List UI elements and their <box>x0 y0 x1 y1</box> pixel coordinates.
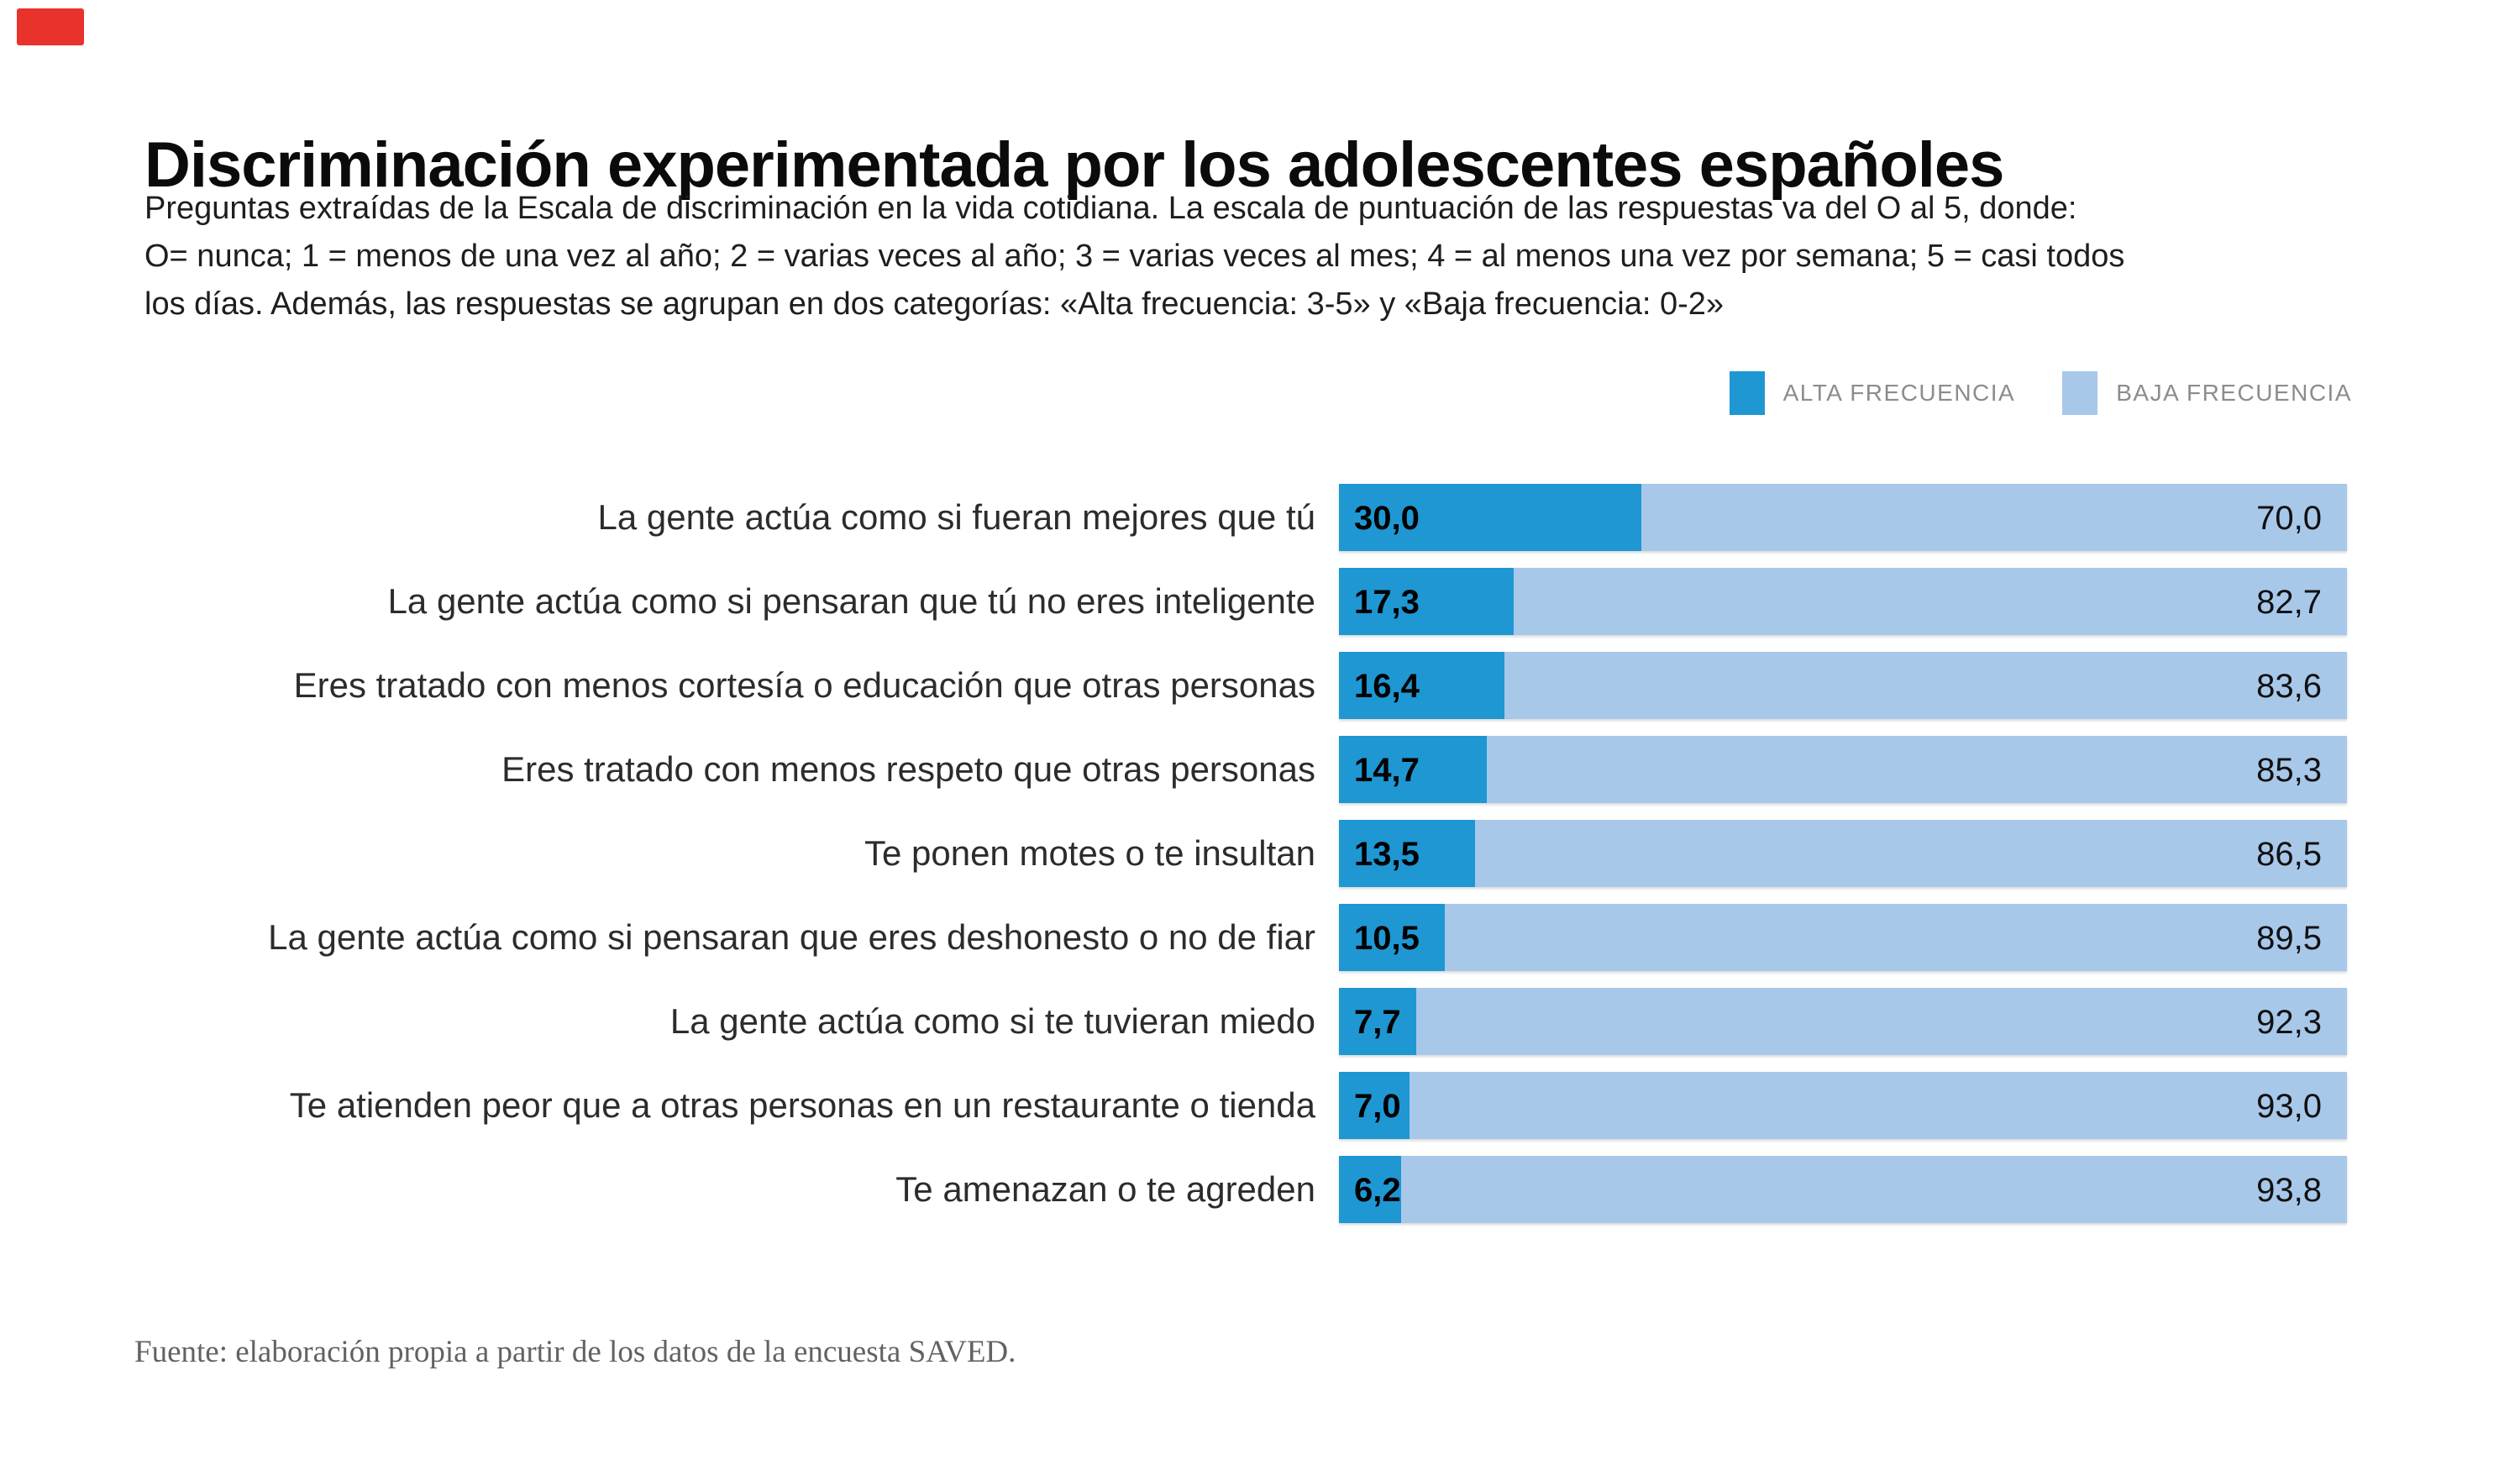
legend: ALTA FRECUENCIA BAJA FRECUENCIA <box>1729 371 2352 415</box>
bar-segment-high <box>1339 736 1488 803</box>
brand-mark <box>17 8 84 45</box>
legend-item-alta: ALTA FRECUENCIA <box>1729 371 2016 415</box>
subtitle-line: los días. Además, las respuestas se agru… <box>144 286 1724 322</box>
row-label: La gente actúa como si pensaran que eres… <box>268 917 1315 957</box>
value-label-high: 17,3 <box>1354 584 1420 621</box>
bar-segment-low <box>1445 904 2347 971</box>
value-label-low: 93,0 <box>2256 1088 2322 1125</box>
stacked-bar: 16,4 83,6 <box>1339 652 2347 719</box>
value-label-low: 82,7 <box>2256 584 2322 621</box>
bar-segment-high <box>1339 1072 1410 1139</box>
legend-swatch-alta <box>1729 371 1765 415</box>
subtitle-line: Preguntas extraídas de la Escala de disc… <box>144 191 2077 226</box>
value-label-high: 6,2 <box>1354 1172 1401 1209</box>
chart-row: La gente actúa como si pensaran que tú n… <box>0 568 2520 652</box>
bar-segment-low <box>1410 1072 2347 1139</box>
value-label-low: 93,8 <box>2256 1172 2322 1209</box>
value-label-high: 7,0 <box>1354 1088 1401 1125</box>
stacked-bar: 6,2 93,8 <box>1339 1156 2347 1223</box>
stacked-bar: 17,3 82,7 <box>1339 568 2347 635</box>
value-label-high: 13,5 <box>1354 836 1420 873</box>
value-label-high: 7,7 <box>1354 1004 1401 1041</box>
bar-segment-low <box>1416 988 2347 1055</box>
row-label: La gente actúa como si te tuvieran miedo <box>669 1001 1315 1041</box>
row-label: Te amenazan o te agreden <box>895 1169 1315 1209</box>
bar-segment-low <box>1475 820 2347 887</box>
value-label-low: 85,3 <box>2256 752 2322 789</box>
chart-row: Te amenazan o te agreden 6,2 93,8 <box>0 1156 2520 1240</box>
source-note: Fuente: elaboración propia a partir de l… <box>134 1335 1016 1369</box>
row-label: Te atienden peor que a otras personas en… <box>289 1085 1315 1125</box>
value-label-low: 83,6 <box>2256 668 2322 705</box>
legend-label-alta: ALTA FRECUENCIA <box>1782 380 2016 406</box>
chart-row: La gente actúa como si pensaran que eres… <box>0 904 2520 988</box>
chart-row: La gente actúa como si te tuvieran miedo… <box>0 988 2520 1072</box>
row-label: Eres tratado con menos cortesía o educac… <box>293 665 1315 705</box>
legend-swatch-baja <box>2062 371 2098 415</box>
value-label-high: 30,0 <box>1354 500 1420 537</box>
value-label-high: 14,7 <box>1354 752 1420 789</box>
subtitle-line: O= nunca; 1 = menos de una vez al año; 2… <box>144 239 2125 274</box>
chart-row: Te atienden peor que a otras personas en… <box>0 1072 2520 1156</box>
bar-segment-high <box>1339 484 1641 551</box>
page-title: Discriminación experimentada por los ado… <box>144 129 2004 201</box>
row-label: La gente actúa como si fueran mejores qu… <box>597 497 1315 537</box>
legend-label-baja: BAJA FRECUENCIA <box>2116 380 2352 406</box>
row-label: Eres tratado con menos respeto que otras… <box>501 749 1315 789</box>
stacked-bar: 7,7 92,3 <box>1339 988 2347 1055</box>
value-label-low: 92,3 <box>2256 1004 2322 1041</box>
value-label-high: 16,4 <box>1354 668 1420 705</box>
value-label-low: 86,5 <box>2256 836 2322 873</box>
chart-row: Te ponen motes o te insultan 13,5 86,5 <box>0 820 2520 904</box>
legend-item-baja: BAJA FRECUENCIA <box>2062 371 2352 415</box>
bar-segment-high <box>1339 1156 1402 1223</box>
stacked-bar: 10,5 89,5 <box>1339 904 2347 971</box>
bar-segment-low <box>1401 1156 2347 1223</box>
chart-subtitle: Preguntas extraídas de la Escala de disc… <box>144 185 2394 328</box>
stacked-bar: 14,7 85,3 <box>1339 736 2347 803</box>
chart-row: Eres tratado con menos cortesía o educac… <box>0 652 2520 736</box>
stacked-bar: 13,5 86,5 <box>1339 820 2347 887</box>
chart-row: Eres tratado con menos respeto que otras… <box>0 736 2520 820</box>
bar-segment-high <box>1339 988 1417 1055</box>
value-label-low: 70,0 <box>2256 500 2322 537</box>
value-label-low: 89,5 <box>2256 920 2322 957</box>
stacked-bar: 30,0 70,0 <box>1339 484 2347 551</box>
chart-row: La gente actúa como si fueran mejores qu… <box>0 484 2520 568</box>
row-label: Te ponen motes o te insultan <box>864 833 1315 873</box>
row-label: La gente actúa como si pensaran que tú n… <box>387 581 1315 621</box>
bar-segment-high <box>1339 820 1475 887</box>
bar-segment-high <box>1339 904 1445 971</box>
bar-segment-low <box>1487 736 2347 803</box>
bar-segment-high <box>1339 568 1514 635</box>
bar-chart: La gente actúa como si fueran mejores qu… <box>0 484 2520 1240</box>
stacked-bar: 7,0 93,0 <box>1339 1072 2347 1139</box>
bar-segment-high <box>1339 652 1504 719</box>
bar-segment-low <box>1641 484 2347 551</box>
bar-segment-low <box>1513 568 2347 635</box>
bar-segment-low <box>1504 652 2347 719</box>
value-label-high: 10,5 <box>1354 920 1420 957</box>
